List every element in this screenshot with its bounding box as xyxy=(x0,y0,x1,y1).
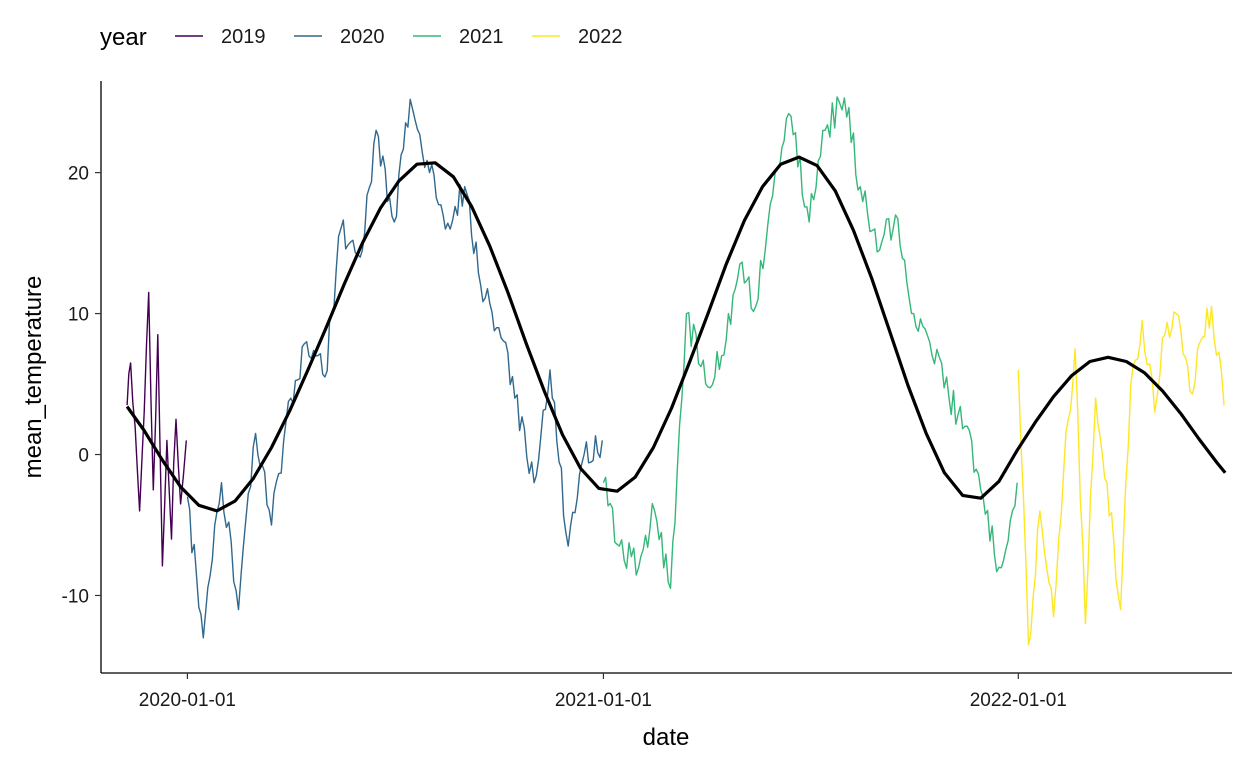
legend-label-2020: 2020 xyxy=(340,26,385,48)
series-layer xyxy=(125,96,1227,646)
y-tick-label: -10 xyxy=(62,586,89,607)
x-tick-label: 2021-01-01 xyxy=(555,690,652,711)
y-axis-title: mean_temperature xyxy=(20,276,47,479)
series-line-2020 xyxy=(186,98,603,639)
series-line-2022 xyxy=(1017,305,1225,646)
y-tick-label: 0 xyxy=(78,446,89,467)
y-tick-label: 10 xyxy=(68,305,89,326)
smooth-trend-line xyxy=(125,155,1227,513)
x-tick-label: 2022-01-01 xyxy=(970,690,1067,711)
x-axis-title: date xyxy=(643,724,690,751)
axes: -10 0 10 20 2020-01-01 2021-01-01 2022-01-01 xyxy=(62,81,1232,711)
series-line-2019 xyxy=(126,291,187,567)
legend-label-2022: 2022 xyxy=(578,26,623,48)
legend-title: year xyxy=(100,24,147,51)
legend-label-2021: 2021 xyxy=(459,26,504,48)
series-line-2021 xyxy=(602,96,1018,590)
legend: year 2019 2020 2021 2022 xyxy=(100,24,623,51)
x-tick-label: 2020-01-01 xyxy=(139,690,236,711)
legend-label-2019: 2019 xyxy=(221,26,266,48)
y-tick-label: 20 xyxy=(68,164,89,185)
